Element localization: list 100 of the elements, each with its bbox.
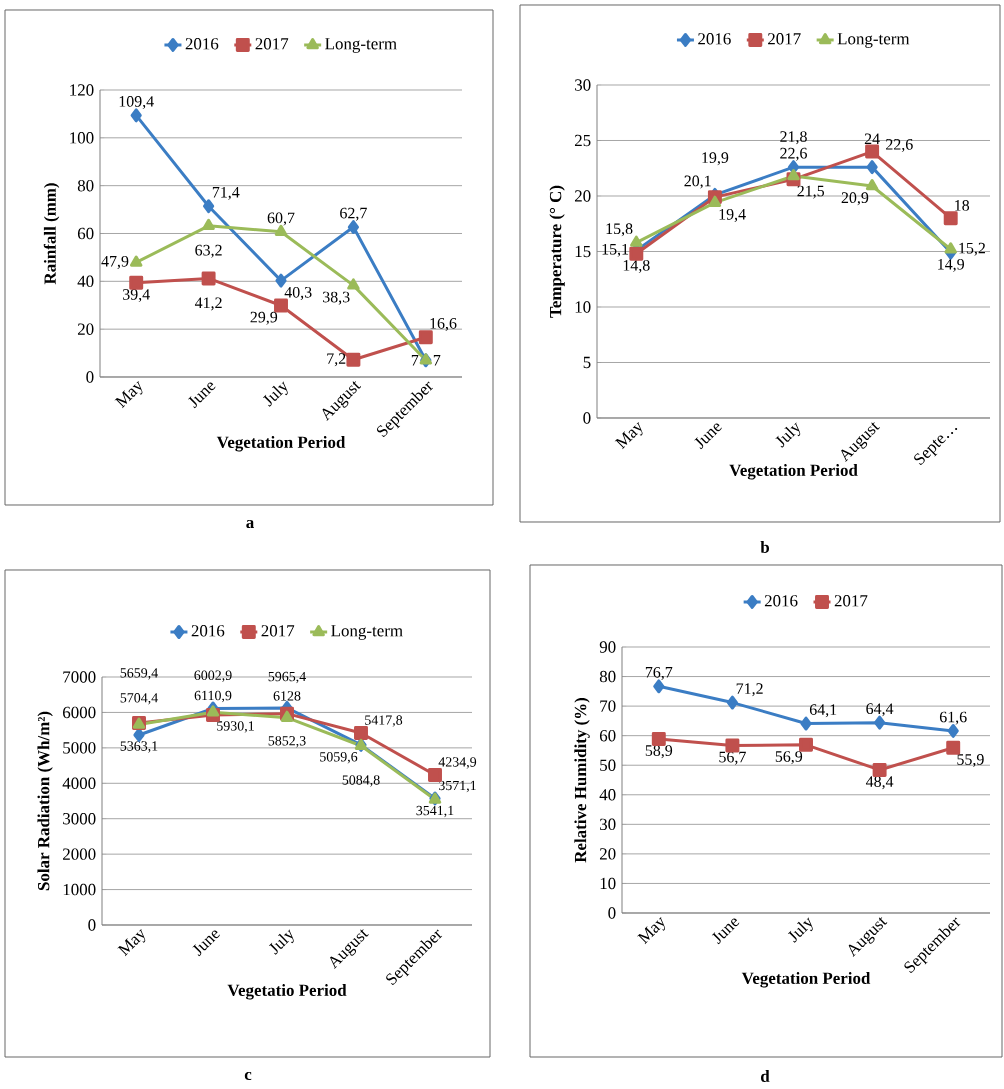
x-tick-label: May: [114, 381, 143, 409]
data-label: 4234,9: [438, 757, 477, 769]
y-tick-label: 20: [599, 848, 616, 860]
legend-label: Long-term: [837, 33, 910, 48]
legend-label: 2017: [768, 33, 801, 45]
y-tick-label: 60: [77, 227, 94, 240]
data-label: 64,4: [866, 703, 894, 717]
data-label: 22,6: [886, 139, 913, 153]
x-axis-title: Vegetatio Period: [227, 984, 347, 1000]
y-tick-label: 10: [575, 301, 591, 313]
x-tick-label: July: [268, 929, 294, 955]
data-label: 6110,9: [194, 690, 232, 703]
text: a: [246, 519, 254, 529]
data-label: 16,6: [430, 317, 457, 331]
data-label: 39,4: [123, 289, 150, 303]
data-label: 5084,8: [342, 775, 380, 787]
data-label: 48,4: [865, 776, 894, 790]
legend-label: 2016: [764, 595, 798, 607]
legend-label: 2016: [185, 38, 219, 50]
legend-label: Long-term: [325, 38, 397, 53]
data-label: 15,1: [602, 243, 629, 257]
x-tick-label: July: [262, 381, 288, 407]
x-tick-label: June: [192, 930, 220, 957]
y-tick-label: 0: [86, 371, 94, 383]
y-tick-label: 7000: [63, 671, 96, 683]
x-tick-label: July: [787, 917, 813, 943]
x-tick-label: May: [637, 917, 666, 945]
text: c: [244, 1071, 252, 1081]
y-tick-label: 70: [600, 700, 616, 712]
data-label: 7: [411, 355, 419, 366]
y-tick-label: 30: [600, 818, 616, 831]
x-tick-label: July: [775, 422, 801, 448]
y-tick-label: 80: [599, 670, 616, 683]
y-tick-label: 50: [600, 759, 616, 771]
data-label: 3541,1: [416, 805, 454, 818]
y-axis-title: Temperature (° C): [549, 185, 565, 318]
x-axis-title: Vegetation Period: [729, 464, 858, 480]
y-axis-title: Rainfall (mm): [43, 183, 60, 285]
y-tick-label: 60: [599, 729, 616, 742]
y-tick-label: 5000: [63, 742, 96, 754]
data-label: 5059,6: [320, 752, 358, 764]
y-tick-label: 90: [599, 641, 616, 653]
x-tick-label: June: [188, 382, 216, 409]
data-label: 56,7: [719, 751, 746, 765]
y-axis-title: Relative Humidity (%): [574, 697, 590, 863]
data-label: 5852,3: [268, 736, 306, 748]
data-label: 76,7: [645, 667, 673, 681]
y-tick-label: 10: [600, 877, 616, 890]
data-label: 21,8: [780, 131, 807, 145]
data-label: 15,8: [606, 223, 633, 237]
data-label: 29,9: [250, 311, 278, 325]
y-axis-title: Solar Radiation (Wh/m²): [37, 711, 53, 891]
y-tick-label: 0: [88, 919, 96, 931]
data-label: 47,9: [101, 255, 129, 269]
data-label: 5930,1: [217, 721, 254, 733]
data-label: 41,2: [194, 297, 222, 311]
data-label: 62,7: [340, 207, 367, 221]
data-label: 5965,4: [268, 671, 306, 684]
data-label: 5417,8: [365, 715, 403, 727]
data-label: 56,9: [775, 751, 803, 765]
x-tick-label: June: [711, 918, 740, 945]
data-label: 38,3: [323, 291, 350, 305]
y-tick-label: 120: [70, 84, 94, 96]
data-label: 14,8: [623, 259, 650, 274]
data-label: 7,2: [327, 353, 346, 367]
y-tick-label: 80: [77, 179, 94, 192]
y-tick-label: 3000: [63, 813, 96, 825]
x-tick-label: May: [117, 929, 146, 957]
data-label: 20,9: [841, 192, 869, 206]
legend-label: 2017: [255, 38, 289, 50]
data-label: 20,1: [684, 175, 711, 189]
data-label: 71,4: [212, 186, 240, 200]
x-tick-label: May: [614, 422, 643, 450]
y-tick-label: 0: [608, 907, 616, 919]
data-label: 15,2: [959, 242, 985, 256]
legend-label: 2017: [261, 625, 295, 637]
y-tick-label: 6000: [63, 706, 96, 719]
text: b: [760, 541, 770, 553]
data-label: 55,9: [957, 754, 984, 768]
legend-label: 2016: [191, 625, 225, 637]
data-label: 19,4: [719, 208, 746, 222]
legend-label: Long-term: [331, 625, 403, 640]
x-axis-title: Vegetation Period: [741, 972, 871, 988]
y-tick-label: 1000: [63, 883, 96, 896]
data-label: 22,6: [780, 147, 807, 161]
x-tick-label: June: [694, 423, 722, 450]
y-tick-label: 20: [574, 190, 591, 202]
y-tick-label: 20: [77, 323, 94, 335]
data-label: 19,9: [702, 152, 729, 166]
data-label: 5704,4: [120, 693, 158, 705]
data-label: 60,7: [267, 212, 295, 226]
y-tick-label: 0: [583, 412, 591, 424]
y-tick-label: 4000: [62, 777, 96, 790]
data-label: 6128: [273, 691, 301, 701]
y-tick-label: 40: [599, 789, 616, 801]
y-tick-label: 15: [575, 245, 591, 258]
data-label: 24: [864, 133, 880, 145]
x-axis-title: Vegetation Period: [216, 436, 346, 452]
y-tick-label: 5: [583, 356, 591, 369]
data-label: 7: [433, 355, 441, 366]
